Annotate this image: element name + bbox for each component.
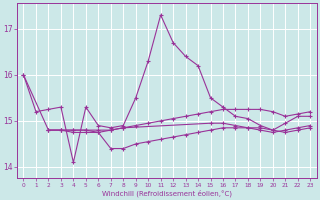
X-axis label: Windchill (Refroidissement éolien,°C): Windchill (Refroidissement éolien,°C) [102, 189, 232, 197]
